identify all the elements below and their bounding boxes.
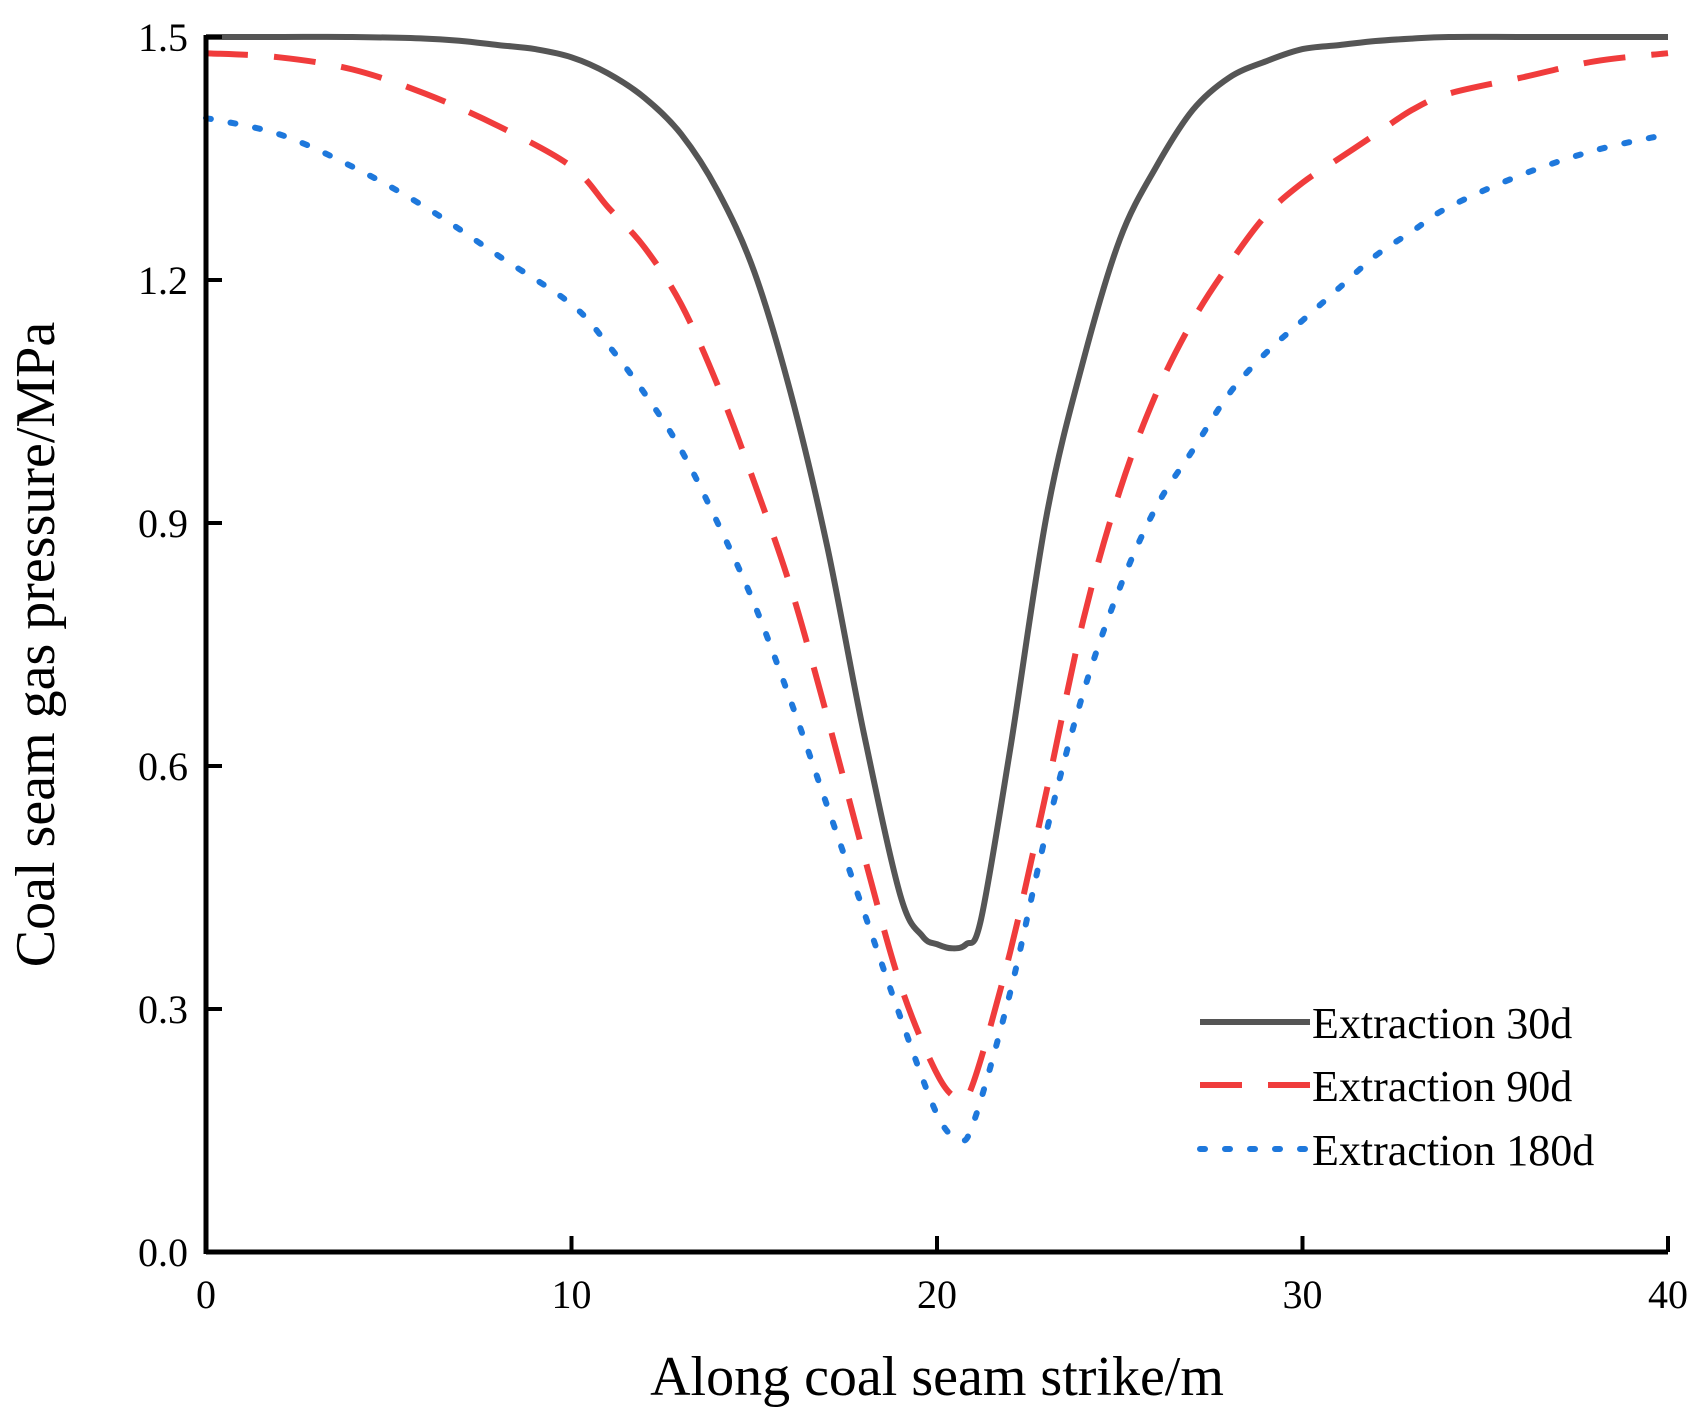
y-tick-label: 1.5 bbox=[138, 15, 188, 60]
y-axis-title: Coal seam gas pressure/MPa bbox=[5, 322, 67, 968]
x-tick-label: 20 bbox=[917, 1272, 957, 1317]
x-tick-label: 0 bbox=[196, 1272, 216, 1317]
x-tick-label: 40 bbox=[1648, 1272, 1688, 1317]
x-tick-label: 10 bbox=[552, 1272, 592, 1317]
series-line-3 bbox=[203, 115, 1671, 1144]
series-layer bbox=[203, 33, 1671, 1144]
series-line-2 bbox=[205, 50, 1669, 1103]
ticks: 0 10 20 30 40 0.0 0.3 0.6 0.9 1.2 1.5 bbox=[138, 15, 1688, 1317]
y-tick-label: 1.2 bbox=[138, 258, 188, 303]
y-tick-label: 0.0 bbox=[138, 1230, 188, 1275]
legend-label-2: Extraction 90d bbox=[1312, 1062, 1572, 1111]
legend: Extraction 30d Extraction 90d Extraction 1… bbox=[1197, 999, 1594, 1175]
legend-label-1: Extraction 30d bbox=[1312, 999, 1572, 1048]
x-axis-title: Along coal seam strike/m bbox=[650, 1346, 1224, 1408]
series-line-1 bbox=[206, 33, 1668, 952]
x-tick-label: 30 bbox=[1283, 1272, 1323, 1317]
y-tick-label: 0.9 bbox=[138, 501, 188, 546]
y-tick-label: 0.6 bbox=[138, 744, 188, 789]
y-tick-label: 0.3 bbox=[138, 987, 188, 1032]
legend-label-3: Extraction 180d bbox=[1312, 1126, 1594, 1175]
